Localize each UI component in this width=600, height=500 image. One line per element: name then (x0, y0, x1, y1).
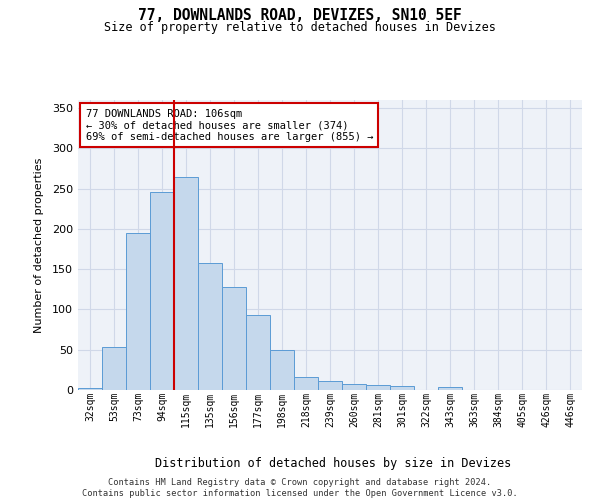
Bar (198, 262, 222, 390)
Y-axis label: Number of detached properties: Number of detached properties (34, 158, 44, 332)
Bar (102, 348, 126, 390)
Bar (390, 386, 414, 390)
Bar (342, 384, 366, 390)
Bar (150, 192, 174, 390)
Bar (126, 233, 150, 390)
Bar (270, 350, 294, 390)
Bar (78, 388, 102, 390)
Text: 77, DOWNLANDS ROAD, DEVIZES, SN10 5EF: 77, DOWNLANDS ROAD, DEVIZES, SN10 5EF (138, 8, 462, 22)
Bar (294, 377, 318, 390)
Text: Contains HM Land Registry data © Crown copyright and database right 2024.
Contai: Contains HM Land Registry data © Crown c… (82, 478, 518, 498)
Text: 77 DOWNLANDS ROAD: 106sqm
← 30% of detached houses are smaller (374)
69% of semi: 77 DOWNLANDS ROAD: 106sqm ← 30% of detac… (86, 108, 373, 142)
Bar (222, 287, 246, 390)
Text: Distribution of detached houses by size in Devizes: Distribution of detached houses by size … (155, 458, 511, 470)
Bar (174, 176, 198, 390)
Bar (318, 381, 342, 390)
Bar (246, 315, 270, 390)
Bar (366, 385, 390, 390)
Bar (438, 387, 462, 390)
Text: Size of property relative to detached houses in Devizes: Size of property relative to detached ho… (104, 21, 496, 34)
